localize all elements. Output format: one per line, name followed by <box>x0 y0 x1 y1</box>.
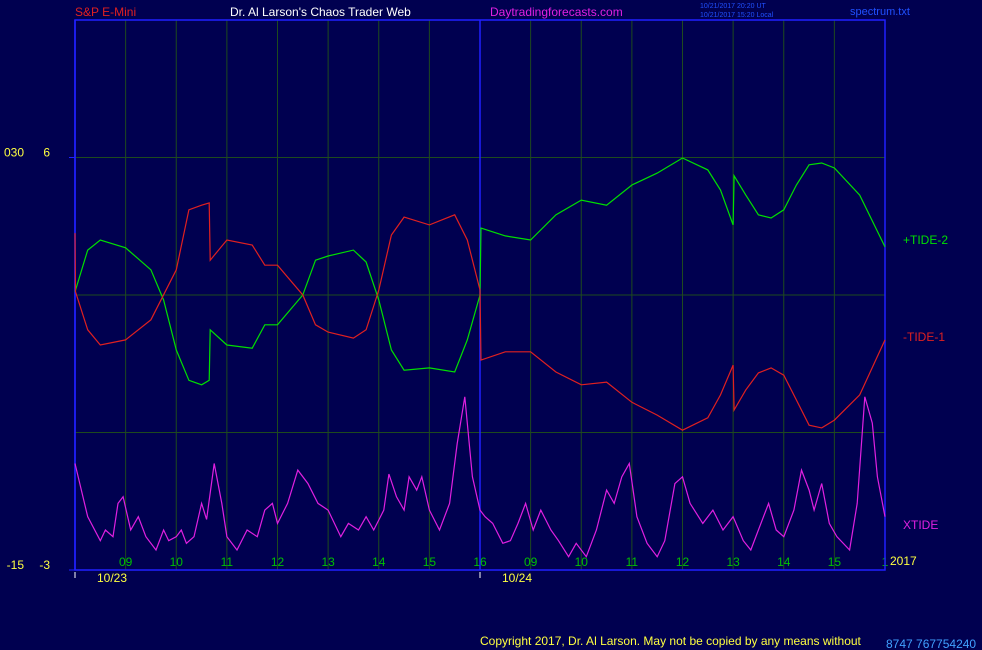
y-tick-label: 6 <box>43 146 50 160</box>
x-tick-label: 10 <box>575 555 589 569</box>
y2-tick-label: 030 <box>4 146 24 160</box>
series-label: XTIDE <box>903 518 938 532</box>
series-label: -TIDE-1 <box>903 330 945 344</box>
x-tick-label: 11 <box>626 555 639 569</box>
x-tick-label: 09 <box>524 555 538 569</box>
site-url: Daytradingforecasts.com <box>490 5 623 19</box>
x-tick-label: 12 <box>271 555 285 569</box>
x-tick-label: 14 <box>372 555 386 569</box>
x-tick-label: 14 <box>777 555 791 569</box>
file-name: spectrum.txt <box>850 6 910 18</box>
x-tick-label: 11 <box>221 555 234 569</box>
series-label: +TIDE-2 <box>903 233 948 247</box>
x-tick-label: 12 <box>676 555 690 569</box>
year-label: 2017 <box>890 554 917 568</box>
x-tick-label: 13 <box>321 555 335 569</box>
series-line <box>74 157 886 386</box>
x-tick-label: 10 <box>170 555 184 569</box>
time-ut: 10/21/2017 20:20 UT <box>700 3 766 10</box>
series-line <box>74 396 886 558</box>
code: 8747 767754240 <box>886 637 976 650</box>
date-label: 10/24 <box>502 571 532 585</box>
x-tick-label: 15 <box>423 555 437 569</box>
copyright: Copyright 2017, Dr. Al Larson. May not b… <box>480 634 862 648</box>
symbol: S&P E-Mini <box>75 5 136 19</box>
x-tick-label: 15 <box>828 555 842 569</box>
y-tick-label: -3 <box>39 558 50 572</box>
site-title: Dr. Al Larson's Chaos Trader Web <box>230 5 411 19</box>
y2-tick-label: -15 <box>7 558 25 572</box>
series-line <box>74 202 886 431</box>
plot-border <box>74 19 886 571</box>
x-tick-label: 13 <box>726 555 740 569</box>
date-label: 10/23 <box>97 571 127 585</box>
time-local: 10/21/2017 15:20 Local <box>700 12 774 19</box>
x-tick-label: 09 <box>119 555 133 569</box>
